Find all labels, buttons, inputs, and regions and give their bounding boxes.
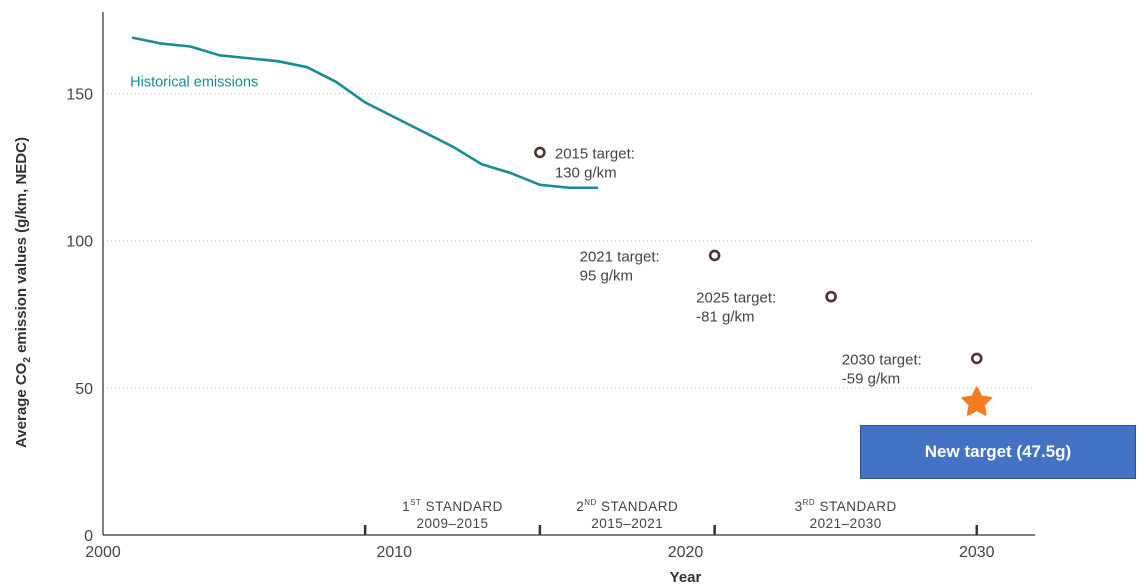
y-tick-label: 0	[84, 528, 93, 545]
standard-range: 2021–2030	[810, 516, 882, 531]
y-tick-label: 100	[66, 234, 93, 251]
target-marker	[708, 249, 721, 262]
series-label: Historical emissions	[130, 75, 258, 91]
standards-layer: 1ST STANDARD 2009–2015 2ND STANDARD 2015–20…	[363, 498, 978, 535]
new-target-callout: New target (47.5g)	[860, 425, 1136, 479]
target-marker	[825, 290, 837, 303]
target-label-line2: 130 g/km	[555, 164, 617, 181]
y-axis-title: Average CO2 emission values (g/km, NEDC)	[13, 137, 33, 448]
x-tick-label: 2020	[668, 544, 704, 561]
standard-range: 2015–2021	[591, 516, 663, 531]
target-marker	[534, 146, 546, 159]
target-label-line1: 2021 target:	[580, 248, 660, 265]
series-layer: Historical emissions	[130, 36, 599, 190]
target-label-line1: 2025 target:	[696, 290, 776, 307]
target-label-line2: -81 g/km	[696, 309, 754, 326]
x-tick-label: 2010	[376, 544, 412, 561]
x-tick-label: 2030	[959, 544, 995, 561]
target-label-line1: 2030 target:	[842, 351, 922, 368]
standard-range: 2009–2015	[416, 516, 488, 531]
standard-name: 1ST STANDARD	[402, 498, 503, 514]
target-label-line1: 2015 target:	[555, 145, 635, 162]
standard-name: 3RD STANDARD	[795, 498, 897, 514]
new-target-label: New target (47.5g)	[924, 442, 1072, 461]
x-tick-label: 2000	[85, 544, 121, 561]
grid-lines	[103, 93, 1035, 389]
target-marker	[970, 352, 983, 365]
target-label-line2: -59 g/km	[842, 370, 900, 387]
axes: 0 50 100 150 2000 2010 2020 2030	[66, 12, 1035, 561]
new-target-star-marker	[961, 386, 992, 416]
y-tick-label: 50	[75, 381, 93, 398]
x-axis-title: Year	[670, 569, 702, 586]
standard-name: 2ND STANDARD	[576, 498, 678, 514]
target-label-line2: 95 g/km	[580, 267, 633, 284]
series-line	[131, 36, 599, 190]
targets-layer: 2015 target: 130 g/km 2021 target: 95 g/km 2…	[534, 145, 992, 416]
y-tick-label: 150	[66, 87, 93, 104]
